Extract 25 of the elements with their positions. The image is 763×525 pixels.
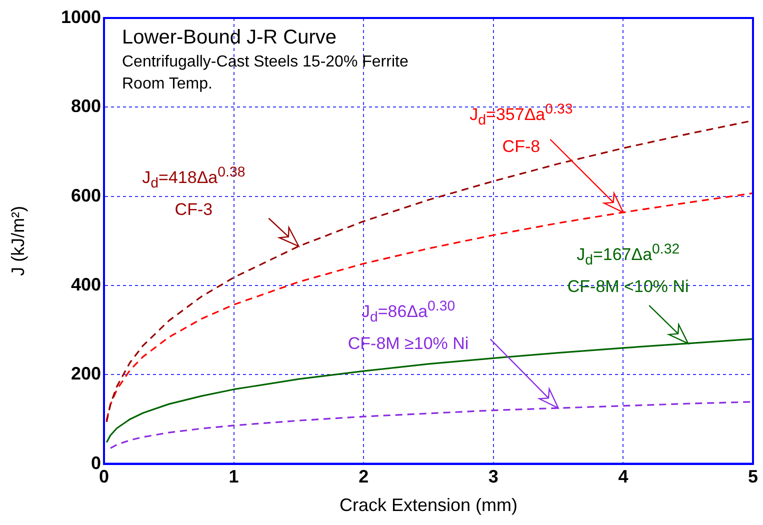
y-axis-title: J (kJ/m²)	[8, 206, 28, 276]
text: CF-8M ≥10% Ni	[348, 334, 469, 354]
x-tick-label: 4	[618, 466, 628, 487]
y-tick-label: 200	[70, 364, 101, 384]
x-tick-label: 3	[488, 466, 498, 487]
x-axis-title: Crack Extension (mm)	[339, 495, 518, 516]
x-tick-label: 1	[228, 466, 239, 487]
x-tick-label: 5	[748, 466, 758, 487]
y-tick-label: 400	[70, 274, 101, 294]
text: CF-8	[502, 137, 540, 158]
annotation: Room Temp.	[122, 75, 212, 92]
line-series	[106, 192, 753, 421]
annotation: J$_{d}$=418Δa$^{0.38}$	[142, 164, 246, 194]
chart-title: Lower-Bound J-R Curve	[122, 26, 337, 49]
annotation: J$_{d}$=357Δa$^{0.33}$	[470, 100, 573, 131]
y-tick-label: 800	[70, 96, 101, 116]
x-tick-label: 2	[358, 466, 369, 487]
y-tick-label: 0	[90, 452, 101, 473]
y-tick-label: 600	[70, 185, 101, 206]
y-tick-label: 1000	[60, 6, 101, 27]
text: CF-8M <10% Ni	[567, 277, 689, 298]
annotation: J$_{d}$=86Δa$^{0.30}$	[362, 298, 456, 328]
text: Centrifugally-Cast Steels 15-20% Ferrite	[122, 53, 408, 70]
annotation: J$_{d}$=167Δa$^{0.32}$	[576, 240, 680, 271]
text: CF-3	[174, 200, 213, 220]
